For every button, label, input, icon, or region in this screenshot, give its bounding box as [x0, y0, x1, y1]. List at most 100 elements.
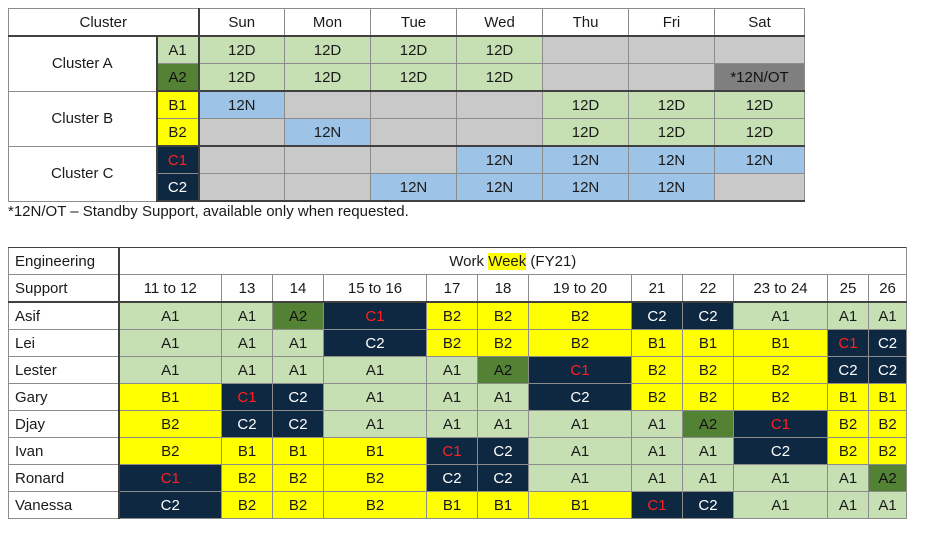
assignment-cell: A1 — [221, 356, 273, 384]
shift-cell: *12N/OT — [714, 63, 806, 92]
assignment-cell: C2 — [867, 329, 908, 357]
title-prefix: Work — [449, 252, 489, 270]
rota-row: Ronard C1 B2 B2 B2 C2 C2 A1 A1 A1 A1 A1 A2 — [8, 464, 908, 492]
schedule-header-row: Cluster Sun Mon Tue Wed Thu Fri Sat — [7, 8, 806, 37]
assignment-cell: A2 — [867, 464, 908, 492]
rota-row: Lei A1 A1 A1 C2 B2 B2 B2 B1 B1 B1 C1 C2 — [8, 329, 908, 357]
cluster-code: A2 — [155, 63, 200, 92]
title-highlight: Week — [488, 252, 527, 270]
shift-cell: 12D — [284, 63, 372, 92]
engineering-label-line1: Engineering — [15, 252, 96, 270]
assignment-cell: B2 — [733, 356, 828, 384]
shift-cell — [198, 173, 286, 202]
standby-note: *12N/OT – Standby Support, available onl… — [8, 203, 409, 220]
assignment-cell: B1 — [733, 329, 828, 357]
assignment-cell: B2 — [118, 437, 222, 465]
shift-cell: 12D — [198, 35, 286, 64]
assignment-cell: B2 — [867, 410, 908, 438]
assignment-cell: B2 — [682, 356, 734, 384]
cluster-code: A1 — [155, 35, 200, 64]
assignment-cell: B2 — [118, 410, 222, 438]
assignment-cell: A1 — [272, 356, 324, 384]
assignment-cell: B2 — [221, 464, 273, 492]
shift-cell — [714, 35, 806, 64]
rota-row: Ivan B2 B1 B1 B1 C1 C2 A1 A1 A1 C2 B2 B2 — [8, 437, 908, 465]
assignment-cell: A1 — [682, 464, 734, 492]
cluster-code: B2 — [155, 118, 200, 147]
assignment-cell: B1 — [477, 491, 529, 519]
engineer-name: Ivan — [8, 437, 120, 465]
shift-cell: 12D — [628, 118, 716, 147]
cluster-name: Cluster B — [8, 90, 158, 147]
shift-cell: 12D — [714, 118, 806, 147]
engineer-name: Ronard — [8, 464, 120, 492]
assignment-cell: A1 — [118, 356, 222, 384]
shift-cell — [370, 90, 458, 119]
assignment-cell: B2 — [426, 301, 478, 330]
assignment-cell: A1 — [867, 491, 908, 519]
shift-cell: 12N — [628, 173, 716, 202]
assignment-cell: A1 — [323, 410, 427, 438]
assignment-cell: B2 — [477, 301, 529, 330]
assignment-cell: B2 — [323, 491, 427, 519]
assignment-cell: B2 — [272, 491, 324, 519]
assignment-cell: A1 — [631, 437, 683, 465]
shift-cell: 12N — [456, 145, 544, 174]
shift-cell: 12N — [542, 173, 630, 202]
assignment-cell: C2 — [827, 356, 869, 384]
assignment-cell: A1 — [426, 383, 478, 411]
assignment-cell: A1 — [827, 491, 869, 519]
assignment-cell: A1 — [631, 464, 683, 492]
cluster-code: C2 — [155, 173, 200, 202]
assignment-cell: B2 — [426, 329, 478, 357]
assignment-cell: A2 — [682, 410, 734, 438]
shift-cell: 12D — [284, 35, 372, 64]
assignment-cell: B1 — [426, 491, 478, 519]
engineering-label: Engineering — [8, 247, 120, 275]
week-header-row: Support 11 to 12 13 14 15 to 16 17 18 19 to 20 2… — [8, 274, 908, 303]
assignment-cell: A1 — [323, 356, 427, 384]
assignment-cell: B2 — [221, 491, 273, 519]
assignment-cell: B2 — [827, 410, 869, 438]
assignment-cell: C1 — [827, 329, 869, 357]
assignment-cell: B1 — [323, 437, 427, 465]
assignment-cell: A1 — [426, 410, 478, 438]
assignment-cell: A1 — [631, 410, 683, 438]
assignment-cell: C2 — [682, 301, 734, 330]
assignment-cell: B2 — [867, 437, 908, 465]
shift-cell: 12N — [456, 173, 544, 202]
assignment-cell: A1 — [272, 329, 324, 357]
assignment-cell: C2 — [272, 410, 324, 438]
assignment-cell: C2 — [733, 437, 828, 465]
assignment-cell: C1 — [426, 437, 478, 465]
assignment-cell: C1 — [733, 410, 828, 438]
rota-title-row: Engineering Work Week (FY21) — [8, 247, 908, 275]
assignment-cell: C2 — [477, 437, 529, 465]
engineer-name: Lei — [8, 329, 120, 357]
cluster-code: C1 — [155, 145, 200, 174]
assignment-cell: B2 — [272, 464, 324, 492]
shift-cell: 12N — [198, 90, 286, 119]
assignment-cell: A1 — [733, 464, 828, 492]
assignment-cell: C2 — [528, 383, 632, 411]
rota-row: Asif A1 A1 A2 C1 B2 B2 B2 C2 C2 A1 A1 A1 — [8, 301, 908, 330]
assignment-cell: C2 — [477, 464, 529, 492]
shift-cell — [370, 145, 458, 174]
assignment-cell: A1 — [426, 356, 478, 384]
shift-cell — [628, 63, 716, 92]
day-header: Thu — [542, 8, 630, 37]
assignment-cell: A1 — [118, 329, 222, 357]
week-header: 13 — [221, 274, 273, 303]
shift-cell: 12N — [628, 145, 716, 174]
assignment-cell: A1 — [323, 383, 427, 411]
assignment-cell: B2 — [528, 329, 632, 357]
assignment-cell: C2 — [426, 464, 478, 492]
assignment-cell: C2 — [631, 301, 683, 330]
assignment-cell: A1 — [528, 437, 632, 465]
engineer-name: Asif — [8, 301, 120, 330]
assignment-cell: C1 — [323, 301, 427, 330]
assignment-cell: A1 — [682, 437, 734, 465]
assignment-cell: B1 — [827, 383, 869, 411]
assignment-cell: B2 — [733, 383, 828, 411]
shift-cell — [284, 90, 372, 119]
